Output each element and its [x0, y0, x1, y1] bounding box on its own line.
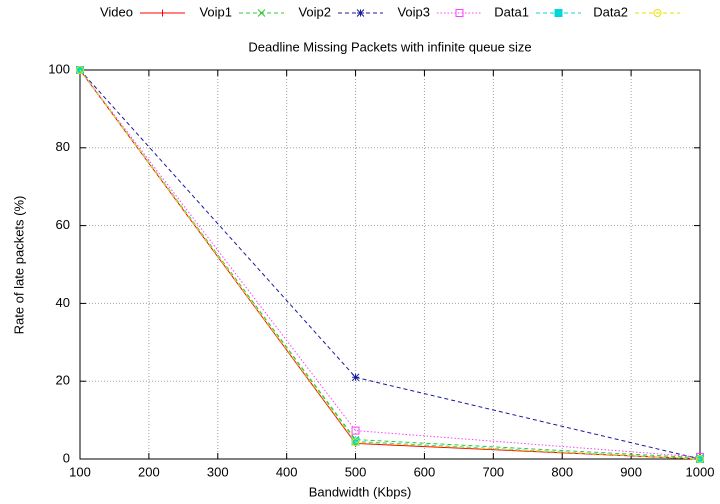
marker [159, 9, 166, 17]
marker [351, 426, 360, 435]
y-tick-label: 100 [48, 61, 70, 76]
legend-label: Data2 [593, 4, 628, 19]
y-tick-label: 60 [56, 217, 70, 232]
marker [653, 9, 662, 17]
x-axis-label: Bandwidth (Kbps) [309, 484, 412, 499]
series-line [79, 69, 701, 460]
x-tick-label: 200 [138, 464, 160, 479]
x-tick-label: 900 [620, 464, 642, 479]
legend-label: Video [100, 4, 133, 19]
x-tick-label: 300 [207, 464, 229, 479]
marker [554, 9, 563, 17]
marker [257, 9, 266, 17]
series-line [79, 69, 701, 459]
x-tick-label: 800 [551, 464, 573, 479]
marker [696, 455, 704, 463]
marker [351, 373, 360, 382]
series-line [79, 69, 701, 460]
legend-label: Voip2 [298, 4, 331, 19]
y-tick-label: 40 [56, 295, 70, 310]
y-tick-label: 20 [56, 373, 70, 388]
series-line [79, 69, 701, 458]
x-tick-label: 100 [69, 464, 91, 479]
series-line [79, 69, 701, 460]
legend-label: Voip1 [199, 4, 232, 19]
legend-label: Voip3 [397, 4, 430, 19]
legend-label: Data1 [494, 4, 529, 19]
y-tick-label: 0 [63, 450, 70, 465]
x-tick-label: 700 [482, 464, 504, 479]
series-line [79, 69, 701, 460]
y-tick-label: 80 [56, 139, 70, 154]
x-tick-label: 1000 [686, 464, 715, 479]
marker [351, 438, 360, 447]
y-axis-label: Rate of late packets (%) [11, 196, 26, 335]
marker [76, 66, 84, 74]
marker [455, 9, 464, 17]
marker [356, 9, 365, 17]
x-tick-label: 400 [276, 464, 298, 479]
plot-frame [79, 69, 701, 460]
x-tick-label: 500 [345, 464, 367, 479]
chart-title: Deadline Missing Packets with infinite q… [248, 39, 531, 54]
x-tick-label: 600 [414, 464, 436, 479]
